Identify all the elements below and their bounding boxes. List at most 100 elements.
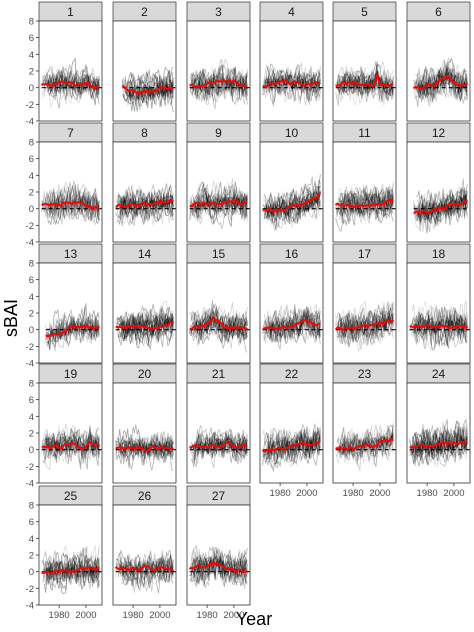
tree-series-line [339, 301, 394, 346]
tree-series-line [337, 70, 394, 97]
panel-border [186, 20, 251, 122]
tree-series-line [194, 431, 248, 465]
tree-series-line [335, 302, 394, 345]
tree-series-line [189, 556, 248, 588]
tree-series-group [262, 174, 321, 231]
tree-series-line [336, 75, 394, 95]
facet-panel-7: 7 -4 -2 0 2 4 6 8 [26, 122, 103, 249]
plot-area [113, 142, 176, 242]
tree-series-group [115, 183, 174, 227]
x-tick-label: 1980 [197, 610, 218, 621]
tree-series-line [194, 180, 248, 219]
tree-series-line [269, 425, 321, 463]
plot-area [113, 21, 176, 121]
tree-series-line [127, 74, 174, 106]
tree-series-line [42, 426, 100, 465]
tree-series-line [414, 190, 468, 224]
facet-label: 6 [435, 5, 442, 19]
y-tick-label: 6 [29, 33, 34, 44]
mean-series-line [262, 79, 321, 88]
tree-series-line [115, 189, 174, 220]
plot-area [187, 21, 250, 121]
facet-label: 22 [285, 367, 299, 381]
tree-series-line [268, 70, 321, 102]
plot-area [39, 383, 102, 483]
mean-series-line [188, 561, 248, 573]
tree-series-line [413, 187, 468, 232]
facet-label: 21 [212, 367, 226, 381]
tree-series-line [417, 184, 468, 227]
tree-series-line [192, 64, 248, 102]
tree-series-line [120, 300, 174, 340]
tree-series-line [413, 437, 468, 457]
panel-border [259, 382, 324, 484]
tree-series-line [42, 429, 100, 470]
tree-series-line [420, 67, 468, 99]
tree-series-line [116, 557, 174, 576]
tree-series-line [418, 194, 468, 221]
tree-series-line [263, 437, 321, 457]
facet-label: 9 [215, 126, 222, 140]
tree-series-line [340, 188, 394, 225]
tree-series-line [116, 313, 174, 335]
tree-series-line [413, 315, 468, 333]
y-tick-label: -4 [26, 601, 34, 612]
facet-label: 27 [212, 489, 226, 503]
facet-panel-5: 5 [332, 1, 397, 122]
tree-series-line [45, 324, 100, 345]
tree-series-line [193, 549, 248, 587]
panel-border [332, 20, 397, 122]
tree-series-line [340, 69, 394, 97]
x-tick-label: 1980 [417, 488, 438, 499]
tree-series-line [190, 58, 248, 110]
tree-series-line [47, 184, 100, 226]
tree-series-line [269, 190, 321, 224]
plot-area [260, 263, 323, 363]
tree-series-group [189, 545, 248, 589]
tree-series-line [410, 305, 468, 349]
tree-series-line [120, 199, 174, 215]
tree-series-line [268, 318, 321, 341]
tree-series-line [410, 306, 468, 351]
panel-border [332, 262, 397, 364]
tree-series-line [410, 304, 468, 343]
y-tick-label: 0 [29, 204, 34, 215]
tree-series-line [42, 432, 100, 454]
x-tick-label: 1980 [123, 610, 144, 621]
panel-border [186, 504, 251, 606]
tree-series-line [119, 557, 174, 582]
tree-series-line [193, 435, 248, 456]
facet-label: 4 [288, 5, 295, 19]
tree-series-line [121, 70, 174, 107]
plot-area [333, 21, 396, 121]
tree-series-line [48, 184, 100, 216]
tree-series-line [193, 438, 248, 459]
tree-series-line [47, 189, 100, 220]
tree-series-line [337, 433, 394, 456]
plot-area [187, 383, 250, 483]
tree-series-line [266, 307, 321, 333]
tree-series-line [196, 70, 248, 97]
facet-label: 1 [67, 5, 74, 19]
tree-series-line [119, 553, 174, 582]
tree-series-line [190, 317, 248, 337]
tree-series-line [335, 435, 394, 459]
plot-area [333, 142, 396, 242]
tree-series-line [269, 308, 321, 344]
tree-series-line [267, 310, 321, 331]
facet-panel-15: 15 [186, 243, 251, 364]
tree-series-line [120, 435, 174, 464]
tree-series-line [191, 546, 248, 585]
tree-series-line [191, 64, 248, 100]
tree-series-line [336, 312, 394, 344]
plot-area [39, 505, 102, 605]
x-tick-label: 2000 [223, 610, 244, 621]
tree-series-line [266, 304, 321, 342]
tree-series-line [45, 544, 100, 583]
plot-area [260, 21, 323, 121]
tree-series-line [116, 194, 174, 227]
tree-series-line [45, 190, 100, 219]
mean-series-line [41, 440, 101, 450]
facet-panel-4: 4 [259, 1, 324, 122]
